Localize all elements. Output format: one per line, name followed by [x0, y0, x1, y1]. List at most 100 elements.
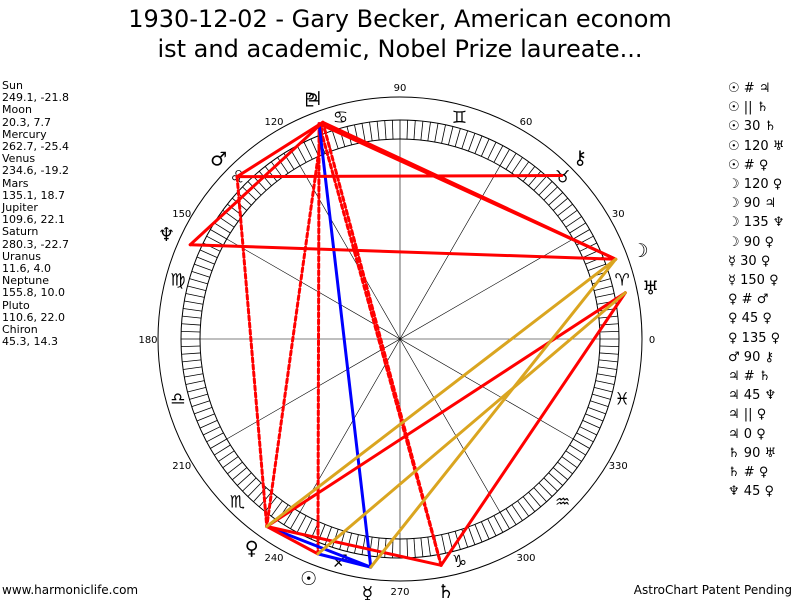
zodiac-sign-glyph: ♏ — [230, 493, 245, 513]
aspect-entry: ☽ 135 ♆ — [728, 213, 784, 232]
aspect-type: 30 — [740, 253, 757, 269]
degree-tick — [441, 534, 446, 554]
degree-tick — [573, 229, 590, 240]
degree-tick — [346, 532, 353, 552]
degree-tick — [595, 380, 615, 385]
planet-glyph-sun: ☉ — [300, 568, 317, 590]
zodiac-sign-glyph: ♑ — [452, 552, 467, 572]
degree-tick — [538, 482, 553, 497]
degree-tick — [242, 477, 257, 492]
aspect-planet: ♀ — [772, 177, 783, 193]
aspect-planet: ☽ — [728, 215, 740, 231]
footer-patent-note: AstroChart Patent Pending — [633, 583, 792, 597]
degree-label: 330 — [609, 461, 628, 472]
planet-glyph-uranus: ♅ — [642, 278, 659, 300]
aspect-planet: ☿ — [728, 253, 736, 269]
degree-tick — [199, 249, 218, 259]
degree-tick — [597, 366, 617, 370]
aspect-planet: ♃ — [764, 196, 777, 212]
outer-circle — [157, 96, 643, 582]
planet-name: Jupiter — [2, 201, 38, 215]
degree-tick — [599, 345, 619, 348]
planet-glyph-moon: ☽ — [632, 240, 649, 262]
aspect-line — [265, 291, 627, 528]
planet-name: Saturn — [2, 225, 39, 239]
degree-tick — [487, 518, 497, 537]
degree-tick — [185, 293, 205, 298]
degree-tick — [258, 170, 272, 187]
planet-name: Uranus — [2, 249, 41, 263]
degree-tick — [493, 515, 504, 533]
aspect-planet: ♃ — [728, 407, 740, 423]
degree-label: 150 — [172, 209, 191, 220]
aspect-line — [235, 174, 564, 179]
degree-tick — [557, 461, 573, 475]
degree-tick — [480, 521, 490, 540]
aspect-line — [235, 175, 269, 528]
planet-name: Sun — [2, 79, 23, 92]
degree-tick — [183, 366, 203, 370]
degree-tick — [561, 209, 578, 222]
degree-tick — [369, 122, 373, 142]
degree-tick — [182, 359, 202, 363]
aspect-planet: ♀ — [758, 465, 769, 481]
degree-tick — [543, 477, 558, 492]
degree-tick — [361, 123, 366, 143]
degree-tick — [569, 444, 586, 456]
planet-coords: 135.1, 18.7 — [2, 188, 65, 202]
degree-tick — [522, 496, 536, 512]
degree-tick — [447, 126, 454, 146]
planet-glyph-chiron: ⚷ — [573, 147, 587, 169]
degree-tick — [194, 407, 213, 415]
planet-glyph-pluto: ♇ — [301, 89, 318, 111]
aspect-planet: ♂ — [728, 349, 740, 365]
planet-glyph-venus: ♀ — [245, 538, 259, 560]
degree-tick — [499, 149, 510, 166]
planet-glyph-mars: ♂ — [210, 148, 227, 170]
zodiac-sign-glyph: ♊ — [452, 108, 467, 128]
degree-tick — [182, 315, 202, 319]
aspect-type: 45 — [741, 311, 759, 327]
aspect-planet: ☉ — [728, 81, 740, 96]
aspect-type: # — [741, 292, 753, 308]
degree-tick — [376, 121, 380, 141]
degree-tick — [511, 157, 523, 174]
degree-tick — [253, 175, 267, 191]
aspect-entry: ☿ 30 ♀ — [728, 252, 784, 271]
degree-tick — [595, 293, 615, 298]
degree-tick — [474, 524, 483, 543]
planet-name: Moon — [2, 103, 32, 117]
aspect-line — [317, 122, 618, 261]
planet-name: Neptune — [2, 274, 50, 288]
aspect-planet: ♃ — [728, 426, 740, 442]
degree-tick — [270, 500, 283, 517]
aspect-entry: ☉ 30 ♄ — [728, 117, 784, 136]
house-division-line — [226, 238, 574, 440]
degree-tick — [339, 531, 346, 550]
aspect-entry: ♀ 45 ♀ — [728, 309, 784, 328]
degree-tick — [511, 504, 523, 521]
degree-tick — [189, 393, 208, 400]
degree-tick — [194, 263, 213, 271]
aspect-planet: ♄ — [758, 369, 771, 385]
aspect-line — [265, 524, 320, 556]
planet-position-list: Sun 249.1, -21.8 Moon 20.3, 7.7 Mercury 262.7… — [2, 79, 69, 349]
zodiac-sign-glyph: ♈ — [615, 270, 630, 290]
degree-label: 30 — [612, 209, 625, 220]
aspect-line — [265, 120, 325, 528]
aspect-planet: ♄ — [728, 445, 740, 461]
degree-tick — [441, 124, 446, 144]
planet-coords: 280.3, -22.7 — [2, 237, 69, 251]
degree-tick — [427, 536, 431, 556]
aspect-entry: ☽ 90 ♀ — [728, 233, 784, 252]
degree-tick — [585, 413, 604, 422]
planet-coords: 109.6, 22.1 — [2, 213, 65, 227]
aspect-type: 90 — [743, 234, 761, 250]
planet-glyph-jupiter: ♃ — [306, 88, 323, 110]
degree-tick — [528, 491, 542, 508]
aspect-planet: ♀ — [764, 484, 775, 500]
degree-tick — [376, 537, 380, 557]
degree-tick — [413, 120, 416, 140]
aspect-line — [439, 291, 627, 567]
planet-coords: 45.3, 14.3 — [2, 335, 58, 349]
